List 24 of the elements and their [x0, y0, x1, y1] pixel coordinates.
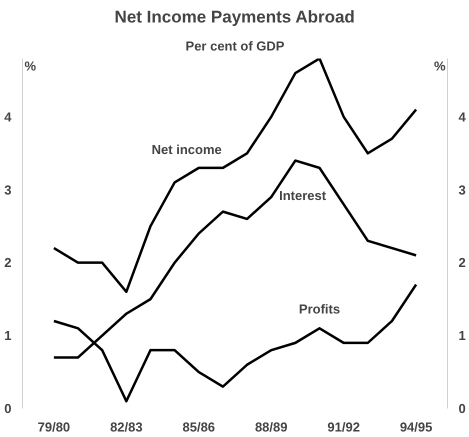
y2-axis-title: % [434, 58, 446, 74]
x-tick-label: 94/95 [400, 420, 432, 434]
y-tick-label: 2 [4, 255, 12, 270]
x-tick-label: 91/92 [327, 420, 360, 434]
y-tick-label: 1 [4, 328, 12, 344]
series-label: Profits [298, 301, 340, 316]
chart-title: Net Income Payments Abroad [114, 8, 355, 26]
x-tick-label: 82/83 [110, 420, 143, 434]
series-label: Interest [279, 188, 327, 203]
y2-tick-label: 4 [458, 109, 466, 124]
y2-tick-label: 1 [458, 328, 466, 344]
x-tick-label: 88/89 [254, 420, 288, 434]
x-tick-label: 85/86 [182, 420, 216, 434]
y2-tick-label: 3 [458, 182, 466, 198]
y-axis-title: % [24, 58, 36, 74]
y-tick-label: 0 [4, 401, 12, 416]
y2-tick-label: 2 [458, 255, 466, 270]
line-series [52, 58, 418, 294]
y-tick-label: 3 [4, 182, 12, 198]
series-label: Net income [152, 142, 222, 158]
x-tick-label: 79/80 [38, 420, 70, 434]
y-tick-label: 4 [4, 109, 12, 124]
y2-tick-label: 0 [458, 401, 466, 416]
chart-subtitle: Per cent of GDP [186, 38, 285, 54]
